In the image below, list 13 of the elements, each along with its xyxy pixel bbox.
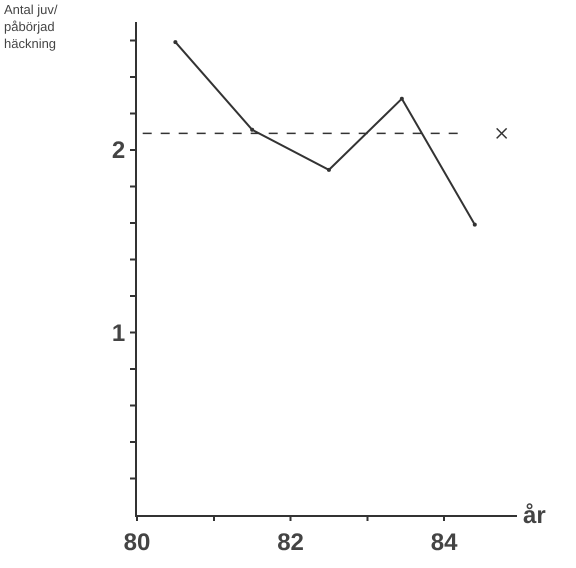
point [496,128,508,140]
x-axis-title: år [523,502,546,529]
y-axis-title: Antal juv/ påbörjad häckning [4,2,58,51]
point [400,96,404,101]
point [250,128,254,132]
x-tick-label: 84 [430,528,458,556]
point [472,222,477,227]
point [173,40,178,44]
x-tick-label: 82 [277,528,304,556]
y-tick-label: 2 [112,137,126,164]
point [326,168,331,172]
x-tick-label: 80 [124,528,150,556]
y-tick-label: 1 [112,320,126,347]
